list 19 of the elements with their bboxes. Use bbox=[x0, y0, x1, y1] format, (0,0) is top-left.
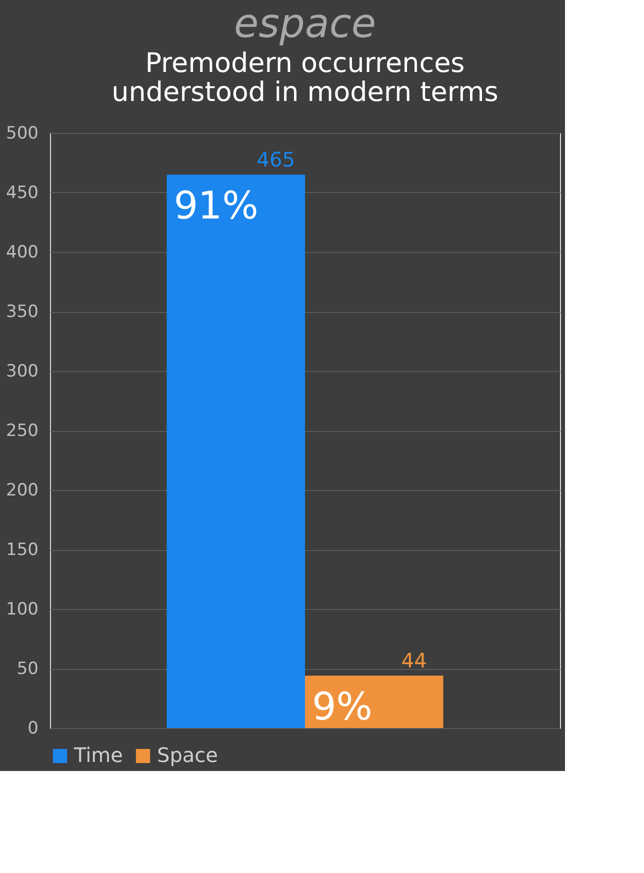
y-tick-label: 200 bbox=[6, 480, 38, 500]
y-tick-label: 500 bbox=[6, 124, 38, 144]
legend-label: Space bbox=[157, 743, 218, 767]
y-tick-label: 250 bbox=[6, 421, 38, 441]
data-label: 44 bbox=[401, 648, 427, 673]
y-tick-label: 300 bbox=[6, 362, 38, 382]
y-tick-label: 150 bbox=[6, 540, 38, 560]
legend-label: Time bbox=[73, 743, 123, 767]
chart-title: espace bbox=[234, 1, 376, 47]
data-label: 465 bbox=[256, 148, 295, 172]
annotation: 9% bbox=[312, 684, 372, 729]
y-tick-label: 400 bbox=[6, 242, 38, 262]
y-tick-label: 100 bbox=[6, 600, 38, 620]
y-tick-label: 50 bbox=[16, 659, 38, 679]
y-tick-label: 450 bbox=[6, 183, 38, 203]
y-tick-label: 350 bbox=[6, 302, 38, 322]
chart-subtitle: Premodern occurrences understood in modern terms bbox=[112, 48, 498, 108]
annotation: 91% bbox=[174, 184, 258, 228]
y-tick-label: 0 bbox=[28, 718, 38, 738]
